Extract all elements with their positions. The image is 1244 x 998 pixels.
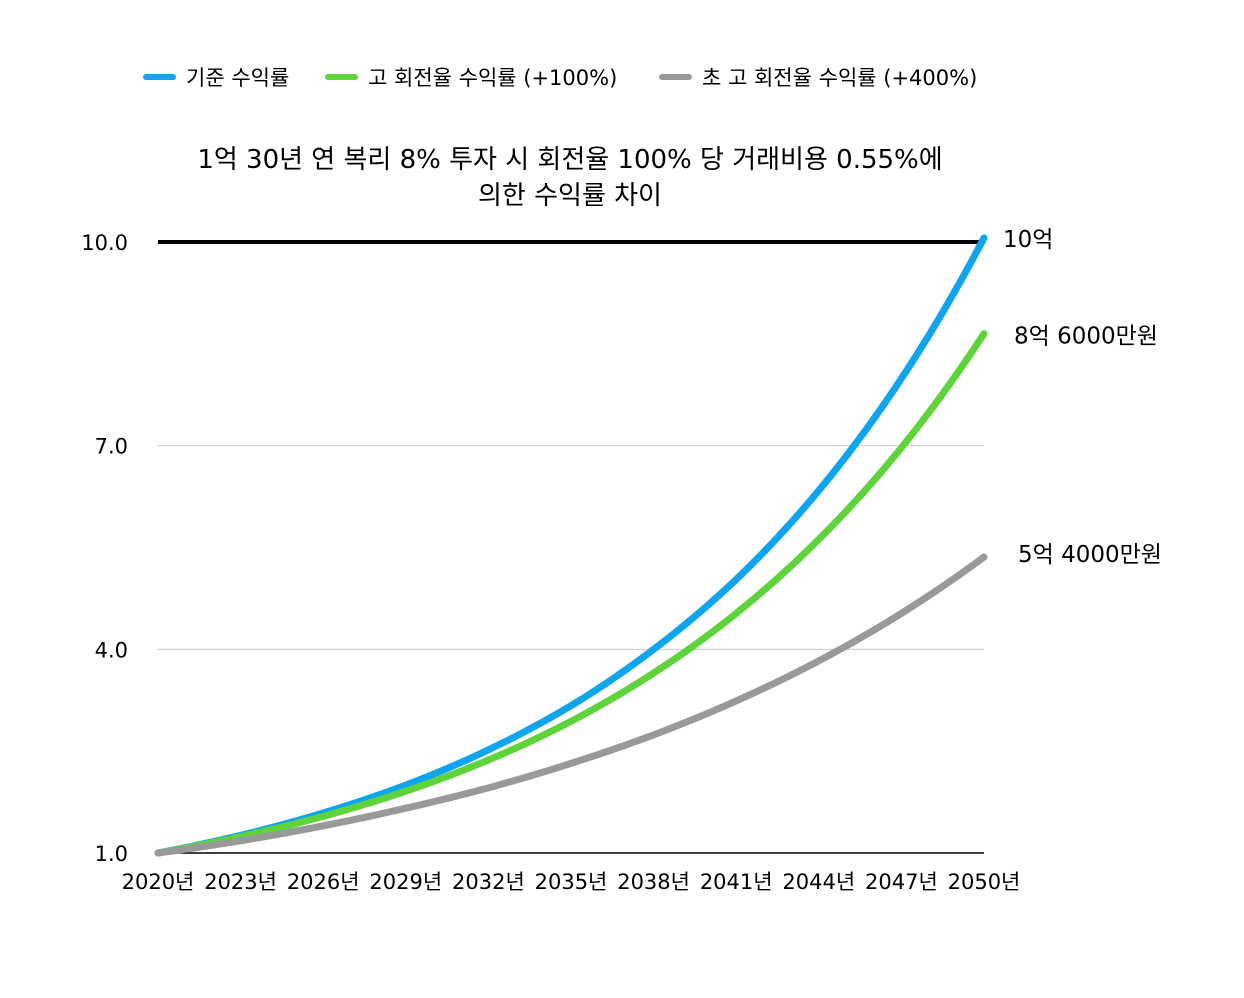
x-tick-label-4: 2032년 [452, 870, 525, 894]
y-tick-label-0: 1.0 [95, 842, 128, 866]
end-label-2: 8억 6000만원 [1014, 324, 1158, 350]
x-axis: 2020년 2023년 2026년 2029년 2032년 2035년 2038년 2041년… [122, 852, 1021, 894]
chart-title-line-1: 1억 30년 연 복리 8% 투자 시 회전율 100% 당 거래비용 0.55… [197, 145, 942, 175]
series-line-3 [154, 553, 988, 857]
x-tick-label-8: 2044년 [782, 870, 855, 894]
legend-label-1: 기준 수익률 [186, 66, 289, 90]
legend-label-3: 초 고 회전율 수익률 (+400%) [702, 66, 977, 90]
series-lines [154, 234, 988, 857]
x-tick-label-7: 2041년 [700, 870, 773, 894]
y-tick-label-2: 7.0 [95, 435, 128, 459]
x-tick-label-5: 2035년 [535, 870, 608, 894]
x-tick-label-10: 2050년 [948, 870, 1021, 894]
end-labels: 10억 8억 6000만원 5억 4000만원 [1003, 227, 1162, 568]
y-axis: 1.0 4.0 7.0 10.0 [81, 231, 128, 866]
series-line-2 [154, 330, 988, 857]
x-tick-label-9: 2047년 [865, 870, 938, 894]
x-tick-label-6: 2038년 [617, 870, 690, 894]
y-tick-label-1: 4.0 [95, 638, 128, 662]
end-label-1: 10억 [1003, 227, 1053, 253]
chart-title-line-2: 의한 수익률 차이 [478, 181, 662, 211]
x-tick-label-1: 2023년 [204, 870, 277, 894]
legend-label-2: 고 회전율 수익률 (+100%) [368, 66, 617, 90]
x-tick-label-0: 2020년 [122, 870, 195, 894]
end-label-3: 5억 4000만원 [1018, 542, 1162, 568]
x-tick-label-2: 2026년 [287, 870, 360, 894]
legend: 기준 수익률 고 회전율 수익률 (+100%) 초 고 회전율 수익률 (+400… [143, 66, 977, 90]
y-tick-label-3: 10.0 [81, 231, 128, 255]
grid-lines [158, 445, 984, 854]
x-tick-label-3: 2029년 [369, 870, 442, 894]
